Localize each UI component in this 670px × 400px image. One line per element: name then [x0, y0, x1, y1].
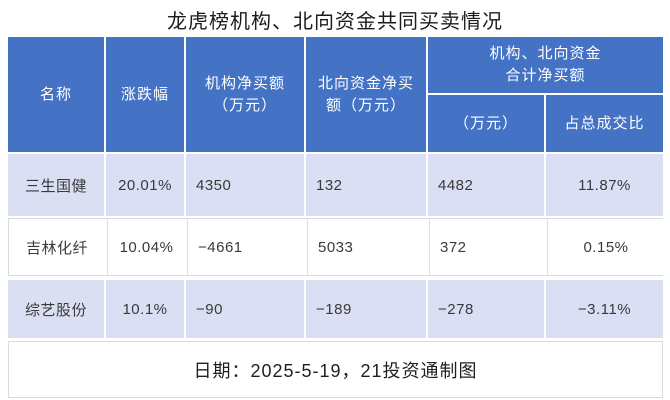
header-northbound-net-buy-text: 北向资金净买 额（万元） — [317, 74, 414, 114]
cell-northbound-net: −189 — [306, 280, 426, 338]
header-group-subcolumns: （万元） 占总成交比 — [428, 95, 663, 152]
cell-name: 吉林化纤 — [9, 219, 105, 275]
header-group-total-label: 机构、北向资金 合计净买额 — [428, 37, 663, 93]
cell-northbound-net: 5033 — [307, 219, 427, 275]
table-row: 吉林化纤 10.04% −4661 5033 372 0.15% — [8, 218, 664, 276]
cell-change: 10.1% — [106, 280, 184, 338]
footer-note: 日期：2025-5-19，21投资通制图 — [8, 341, 663, 398]
header-group-total: 机构、北向资金 合计净买额 （万元） 占总成交比 — [428, 37, 663, 152]
table-row: 综艺股份 10.1% −90 −189 −278 −3.11% — [8, 280, 663, 338]
header-sub-wan: （万元） — [428, 95, 544, 152]
header-institution-net-buy-text: 机构净买额 （万元） — [204, 74, 285, 114]
cell-total-net: 372 — [429, 219, 545, 275]
header-change: 涨跌幅 — [106, 37, 184, 152]
cell-northbound-net: 132 — [306, 154, 426, 216]
header-group-total-text: 机构、北向资金 合计净买额 — [489, 45, 602, 84]
cell-institution-net: −90 — [186, 280, 304, 338]
header-institution-net-buy: 机构净买额 （万元） — [186, 37, 304, 152]
cell-institution-net: 4350 — [186, 154, 304, 216]
cell-turnover-ratio: 11.87% — [546, 154, 663, 216]
header-sub-ratio: 占总成交比 — [546, 95, 663, 152]
cell-name: 综艺股份 — [8, 280, 104, 338]
stock-table: 名称 涨跌幅 机构净买额 （万元） 北向资金净买 额（万元） 机构、北向资金 — [8, 37, 664, 398]
table-row: 三生国健 20.01% 4350 132 4482 11.87% — [8, 154, 663, 216]
cell-change: 10.04% — [107, 219, 185, 275]
page-title: 龙虎榜机构、北向资金共同买卖情况 — [167, 11, 503, 33]
cell-turnover-ratio: 0.15% — [547, 219, 664, 275]
cell-total-net: 4482 — [428, 154, 544, 216]
table-header: 名称 涨跌幅 机构净买额 （万元） 北向资金净买 额（万元） 机构、北向资金 — [8, 37, 663, 152]
header-name: 名称 — [8, 37, 104, 152]
header-northbound-net-buy: 北向资金净买 额（万元） — [306, 37, 426, 152]
cell-institution-net: −4661 — [187, 219, 305, 275]
cell-name: 三生国健 — [8, 154, 104, 216]
cell-total-net: −278 — [428, 280, 544, 338]
cell-change: 20.01% — [106, 154, 184, 216]
cell-turnover-ratio: −3.11% — [546, 280, 663, 338]
